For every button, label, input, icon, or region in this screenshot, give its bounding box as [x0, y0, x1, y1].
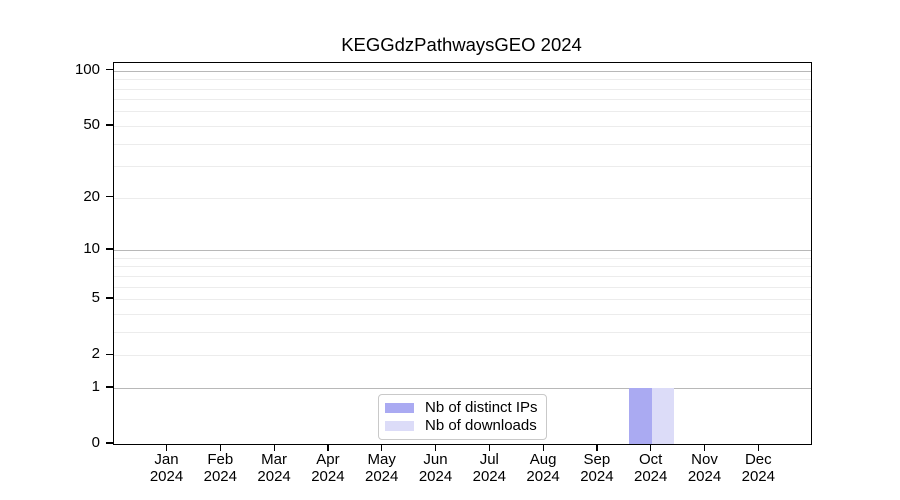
gridline-minor-2: [114, 355, 811, 357]
legend-label-distinct-ips: Nb of distinct IPs: [425, 399, 538, 416]
gridline-minor-5: [114, 299, 811, 300]
y-axis-tick-label: 20: [83, 187, 100, 205]
x-tick-may: [381, 444, 383, 452]
gridline-minor-60: [114, 111, 811, 113]
y-tick-0: [106, 442, 113, 444]
y-tick-50: [106, 124, 113, 126]
x-axis-tick-label: Jul 2024: [472, 451, 506, 485]
legend-label-downloads: Nb of downloads: [425, 417, 537, 434]
gridline-minor-7: [114, 275, 811, 277]
x-axis-tick-label: Apr 2024: [311, 451, 345, 485]
x-tick-oct: [650, 444, 652, 452]
x-axis-tick-label: Sep 2024: [580, 451, 614, 485]
y-tick-20: [106, 196, 113, 198]
x-axis-tick-label: Jan 2024: [149, 451, 184, 485]
x-axis-tick-label: Dec 2024: [741, 451, 775, 485]
x-axis-tick-label: Oct 2024: [634, 451, 668, 485]
gridline-minor-80: [114, 88, 811, 90]
x-tick-aug: [542, 444, 544, 452]
x-axis-tick-label: Feb 2024: [203, 451, 237, 485]
x-axis-tick-label: Nov 2024: [687, 451, 722, 485]
bar-nb-of-downloads-oct: [651, 387, 675, 444]
gridline-minor-8: [114, 266, 811, 268]
legend-swatch-downloads: [385, 421, 414, 431]
gridline-minor-4: [114, 313, 811, 315]
x-axis-tick-label: Jun 2024: [418, 451, 453, 485]
y-axis-tick-label: 2: [91, 345, 100, 363]
legend: Nb of distinct IPs Nb of downloads: [378, 394, 547, 440]
x-tick-nov: [703, 444, 706, 452]
y-tick-10: [106, 248, 113, 250]
gridline-major-100: [114, 70, 811, 72]
x-tick-sep: [596, 444, 598, 452]
gridline-major-10: [114, 250, 811, 251]
gridline-minor-20: [114, 197, 811, 199]
chart-title: KEGGdzPathwaysGEO 2024: [341, 34, 582, 55]
plot-area: [113, 62, 812, 445]
bar-nb-of-distinct-ips-oct: [629, 387, 652, 444]
y-axis-tick-label: 0: [91, 434, 100, 451]
y-axis-tick-label: 5: [91, 289, 100, 306]
x-tick-dec: [757, 444, 759, 452]
x-tick-apr: [327, 444, 329, 452]
gridline-minor-40: [114, 143, 811, 145]
x-axis-tick-label: May 2024: [365, 451, 399, 485]
gridline-minor-6: [114, 286, 811, 288]
x-tick-jun: [434, 444, 437, 452]
y-axis-tick-label: 1: [91, 377, 100, 395]
x-axis-tick-label: Mar 2024: [257, 451, 291, 485]
y-tick-2: [106, 353, 113, 355]
x-tick-jul: [488, 444, 490, 452]
gridline-minor-9: [114, 257, 811, 259]
gridline-major-1: [114, 387, 811, 389]
y-tick-1: [106, 386, 113, 388]
x-tick-mar: [273, 444, 275, 452]
gridline-minor-3: [114, 331, 811, 333]
y-tick-100: [106, 69, 113, 71]
gridline-minor-50: [114, 125, 811, 127]
x-tick-jan: [165, 444, 168, 452]
y-axis-tick-label: 100: [74, 60, 100, 78]
x-axis-tick-label: Aug 2024: [526, 451, 560, 485]
y-tick-5: [106, 297, 113, 299]
gridline-minor-30: [114, 166, 811, 168]
y-axis-tick-label: 50: [83, 115, 100, 133]
legend-swatch-distinct-ips: [385, 403, 414, 413]
gridline-minor-90: [114, 79, 811, 81]
legend-item-downloads: Nb of downloads: [385, 418, 539, 434]
y-axis-tick-label: 10: [83, 240, 100, 257]
x-tick-feb: [219, 444, 221, 452]
legend-item-distinct-ips: Nb of distinct IPs: [385, 400, 539, 416]
gridline-minor-70: [114, 99, 811, 101]
